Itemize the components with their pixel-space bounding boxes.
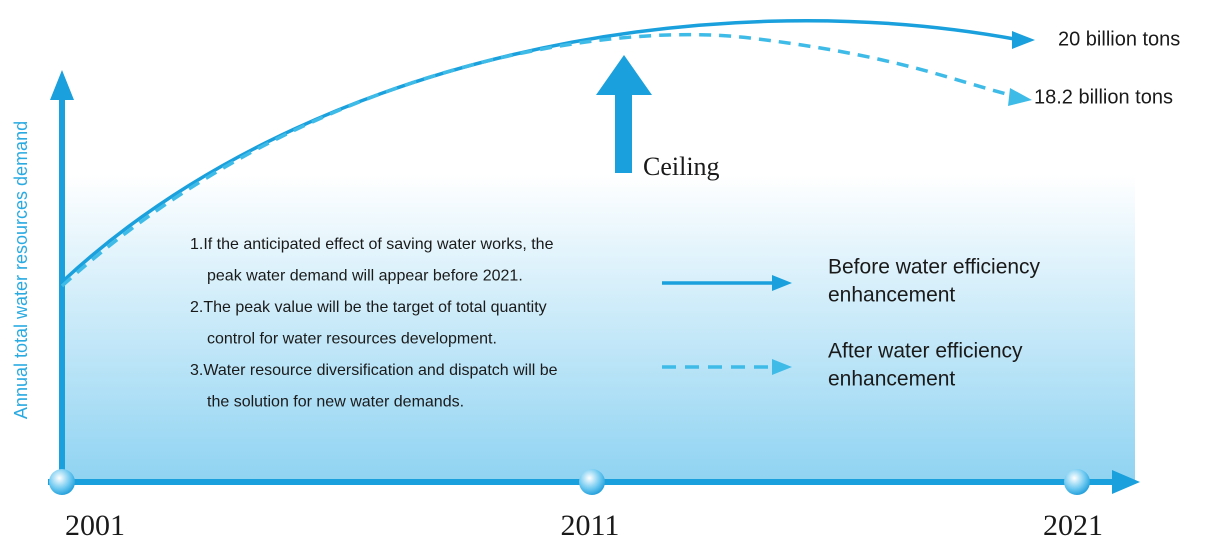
legend-label: enhancement [828,368,955,391]
background-area [62,175,1135,482]
before-arrow [1012,31,1035,49]
x-label: 2001 [65,509,125,542]
note-line: 3.Water resource diversification and dis… [190,362,558,379]
after-curve [60,32,1019,288]
ceiling-shaft [615,93,632,173]
x-label: 2011 [561,509,620,542]
x-axis-arrow [1112,470,1140,494]
end-label: 18.2 billion tons [1034,86,1173,108]
note-line: control for water resources development. [207,331,497,348]
axis-dot [579,469,605,495]
note-line: 2.The peak value will be the target of t… [190,299,547,316]
note-line: 1.If the anticipated effect of saving wa… [190,236,554,253]
legend-label: Before water efficiency [828,256,1041,279]
after-arrow [1008,88,1032,106]
y-axis-arrow [50,70,74,100]
note-line: the solution for new water demands. [207,394,464,411]
legend-label: After water efficiency [828,340,1023,363]
y-axis-label: Annual total water resources demand [11,121,31,419]
axis-dot [49,469,75,495]
legend-label: enhancement [828,284,955,307]
end-label: 20 billion tons [1058,28,1180,50]
legend-arrow [772,275,792,291]
legend-arrow [772,359,792,375]
ceiling-head [596,55,652,95]
x-label: 2021 [1043,509,1103,542]
note-line: peak water demand will appear before 202… [207,268,523,285]
axis-dot [1064,469,1090,495]
ceiling-label: Ceiling [643,152,720,181]
